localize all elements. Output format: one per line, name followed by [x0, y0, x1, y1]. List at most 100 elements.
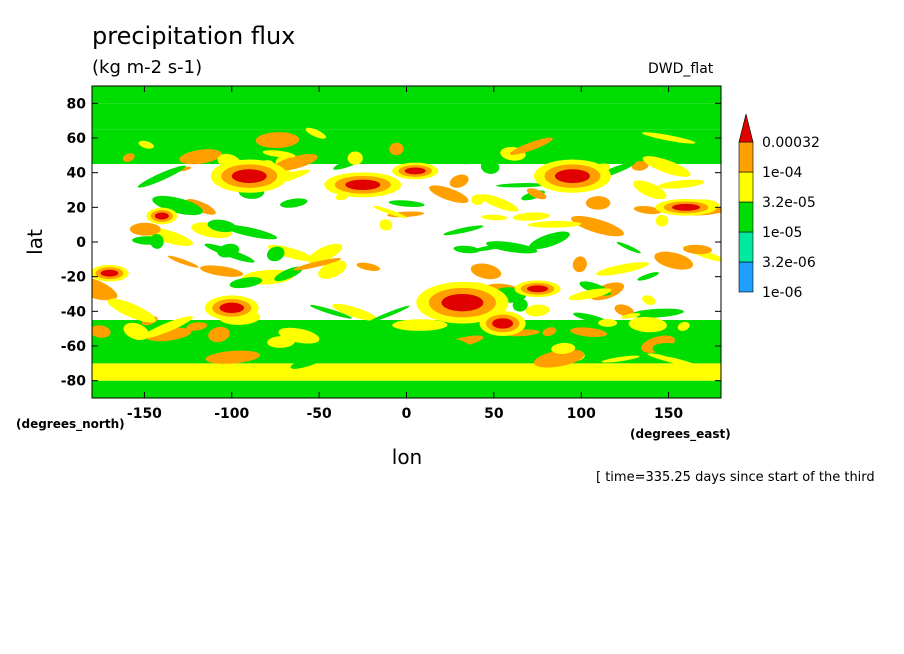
colorbar-label: 0.00032 — [762, 135, 820, 151]
precip-cell — [691, 349, 721, 363]
y-tick-label: -80 — [61, 374, 87, 390]
colorbar-arrow — [738, 113, 754, 143]
precip-max — [441, 294, 484, 312]
y-tick-label: 0 — [76, 235, 86, 251]
chart-units: (kg m-2 s-1) — [92, 57, 203, 78]
precip-cell — [186, 322, 208, 331]
precip-cell — [637, 272, 659, 281]
precip-cell — [373, 205, 407, 219]
precip-cell — [621, 313, 641, 319]
precip-max — [154, 212, 169, 220]
precip-max — [219, 302, 245, 314]
precip-cell — [92, 325, 111, 338]
precip-cell — [633, 205, 662, 215]
precip-cell — [479, 194, 519, 212]
precip-cell — [305, 127, 326, 139]
precip-cell — [309, 304, 352, 319]
precip-cell — [481, 214, 508, 221]
precip-cell — [475, 148, 496, 155]
precip-cell — [389, 142, 404, 156]
precip-cell — [347, 151, 363, 165]
lat-band — [92, 320, 721, 343]
precip-cell — [542, 327, 557, 337]
colorbar-swatch — [738, 261, 754, 293]
precip-cell — [152, 195, 203, 216]
lat-band — [92, 380, 721, 398]
precip-cell — [207, 219, 236, 233]
precip-cell — [223, 224, 278, 240]
precip-cell — [418, 336, 470, 351]
precip-cell — [642, 295, 656, 305]
precip-cell — [529, 231, 570, 250]
lat-band — [92, 86, 721, 104]
precip-cell — [470, 263, 502, 280]
precip-cell — [107, 298, 156, 323]
y-tick-label: -40 — [61, 304, 87, 320]
x-tick-label: 150 — [654, 406, 683, 422]
x-tick-label: -100 — [214, 406, 249, 422]
colorbar-label: 1e-06 — [762, 285, 802, 301]
precip-max — [672, 203, 701, 211]
y-tick-label: -20 — [61, 270, 87, 286]
colorbar-swatch — [738, 141, 754, 173]
colorbar-label: 3.2e-05 — [762, 195, 816, 211]
precip-cell — [272, 154, 318, 171]
x-tick-label: -50 — [306, 406, 332, 422]
precip-cell — [596, 262, 649, 276]
precip-cell — [629, 308, 684, 318]
precip-cell — [443, 225, 484, 236]
axes: -150 -100 -50 0 50 100 150 80 60 40 20 0 -20 -40 -60 -8… — [61, 86, 721, 422]
precip-cell — [150, 233, 164, 249]
precip-cell — [631, 160, 649, 171]
time-note: [ time=335.25 days since start of the th… — [596, 470, 875, 485]
precip-max — [231, 169, 267, 184]
precip-cell — [652, 343, 695, 359]
precip-cell — [356, 262, 381, 271]
y-tick-label: 20 — [67, 200, 87, 216]
precip-cell — [229, 277, 263, 289]
precip-cell — [451, 160, 477, 165]
precip-cell — [267, 246, 285, 262]
precip-cell — [471, 244, 508, 252]
precip-cell — [280, 198, 308, 208]
precip-cell — [122, 153, 135, 162]
precip-cell — [179, 149, 222, 165]
precip-cell — [293, 257, 342, 271]
precip-cell — [641, 132, 696, 144]
precip-cell — [255, 132, 300, 149]
precip-cell — [137, 165, 186, 188]
lat-band — [92, 103, 721, 130]
precip-cell — [571, 215, 624, 237]
precip-cell — [290, 354, 328, 369]
precip-cell — [480, 160, 500, 174]
precip-cell — [368, 305, 410, 323]
y-axis-title: lat — [23, 229, 47, 255]
precip-cell — [429, 185, 469, 204]
precip-cell — [92, 282, 115, 301]
y-tick-label: -60 — [61, 339, 87, 355]
precip-cell — [185, 199, 216, 215]
precip-cell — [568, 288, 612, 301]
precip-cell — [453, 245, 480, 254]
x-axis-units: (degrees_east) — [630, 427, 731, 442]
precip-cell — [318, 260, 347, 279]
precip-cell — [570, 327, 608, 338]
y-tick-label: 60 — [67, 131, 87, 147]
precip-cell — [138, 140, 154, 149]
precip-cell — [512, 298, 528, 312]
precip-max — [404, 167, 426, 175]
colorbar-swatch — [738, 171, 754, 203]
precip-cell — [496, 183, 548, 188]
precip-cell — [655, 214, 669, 227]
x-tick-label: 50 — [484, 406, 504, 422]
precip-cell — [401, 349, 436, 363]
x-tick-label: 100 — [567, 406, 596, 422]
precip-max — [100, 269, 119, 277]
precip-cell — [141, 316, 193, 339]
colorbar-label: 1e-04 — [762, 165, 802, 181]
precip-cell — [486, 241, 538, 254]
precipitation-field — [92, 86, 721, 398]
precip-max — [345, 179, 381, 190]
precip-cell — [551, 342, 576, 354]
